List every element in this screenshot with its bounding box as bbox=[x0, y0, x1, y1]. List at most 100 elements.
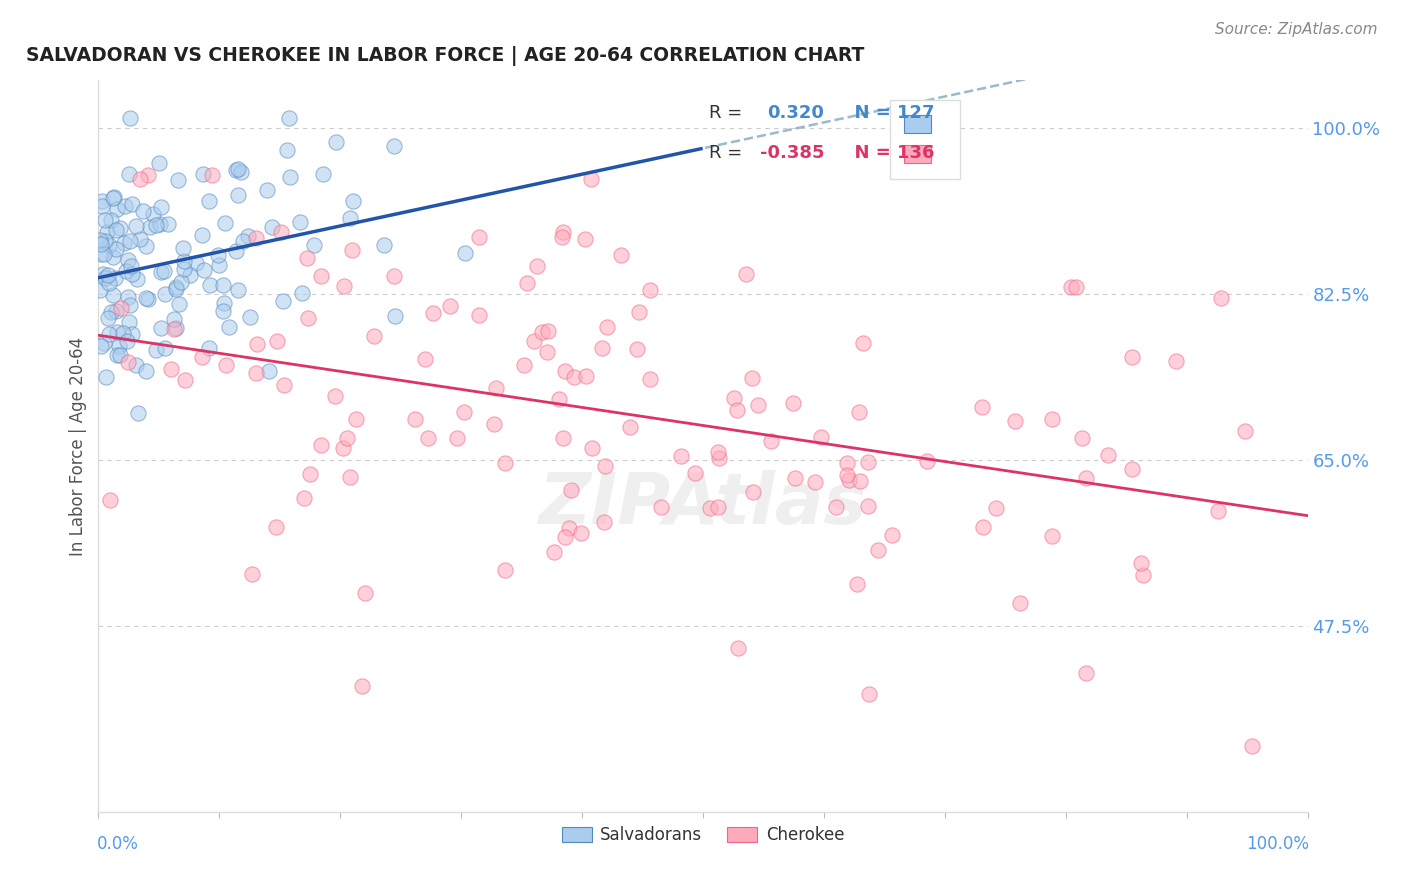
Point bbox=[494, 456, 516, 470]
Point bbox=[415, 352, 437, 367]
Point bbox=[709, 451, 731, 466]
Point bbox=[90, 247, 112, 261]
Point bbox=[1060, 280, 1083, 294]
Point bbox=[129, 232, 152, 246]
Point bbox=[292, 491, 315, 505]
Point bbox=[309, 438, 332, 452]
Point bbox=[97, 327, 120, 342]
Point bbox=[332, 441, 354, 455]
Point bbox=[1074, 666, 1097, 681]
Point bbox=[596, 320, 619, 334]
Text: Source: ZipAtlas.com: Source: ZipAtlas.com bbox=[1215, 22, 1378, 37]
Point bbox=[551, 230, 574, 244]
Point bbox=[638, 372, 661, 386]
Point bbox=[270, 225, 292, 239]
Point bbox=[256, 183, 278, 197]
Point bbox=[117, 334, 139, 349]
Point bbox=[536, 345, 558, 359]
Point bbox=[323, 389, 346, 403]
Point bbox=[104, 222, 127, 236]
Point bbox=[1004, 414, 1026, 428]
Point bbox=[135, 363, 157, 377]
Point bbox=[198, 277, 221, 292]
Point bbox=[810, 430, 832, 444]
Point bbox=[278, 169, 301, 184]
Point bbox=[103, 190, 125, 204]
Point bbox=[336, 431, 359, 445]
Point bbox=[127, 406, 149, 420]
Point bbox=[325, 135, 347, 149]
Point bbox=[1129, 556, 1152, 570]
Point bbox=[1121, 462, 1143, 476]
Point bbox=[782, 395, 804, 409]
Point bbox=[103, 191, 125, 205]
Point bbox=[117, 252, 139, 267]
Point bbox=[1074, 471, 1097, 485]
Point bbox=[727, 641, 749, 656]
Point bbox=[591, 342, 613, 356]
Point bbox=[121, 197, 143, 211]
Point bbox=[117, 290, 139, 304]
Point bbox=[363, 328, 385, 343]
Point bbox=[201, 168, 224, 182]
Point bbox=[485, 381, 508, 395]
Point bbox=[98, 277, 121, 291]
Point bbox=[382, 139, 405, 153]
Point bbox=[208, 258, 231, 272]
Point bbox=[291, 286, 314, 301]
Text: -0.385: -0.385 bbox=[759, 145, 824, 162]
Point bbox=[166, 173, 188, 187]
Point bbox=[125, 219, 148, 233]
Text: N = 136: N = 136 bbox=[842, 145, 935, 162]
Point bbox=[526, 259, 548, 273]
Point bbox=[1121, 351, 1143, 365]
Point bbox=[121, 327, 143, 342]
Point bbox=[89, 283, 111, 297]
Point bbox=[619, 420, 641, 434]
Point bbox=[513, 358, 536, 372]
Point bbox=[858, 687, 880, 701]
Point bbox=[100, 212, 122, 227]
Point bbox=[626, 343, 648, 357]
Point bbox=[118, 315, 141, 329]
Text: R =: R = bbox=[709, 145, 748, 162]
Point bbox=[148, 218, 170, 232]
Point bbox=[558, 520, 581, 534]
Point bbox=[165, 282, 187, 296]
Point bbox=[699, 501, 721, 516]
Point bbox=[179, 268, 201, 282]
Point bbox=[1209, 291, 1232, 305]
Point bbox=[342, 194, 364, 208]
Point bbox=[226, 162, 249, 177]
Point bbox=[835, 468, 858, 483]
Point bbox=[135, 291, 157, 305]
Point bbox=[516, 277, 538, 291]
Point bbox=[98, 238, 121, 252]
Point bbox=[382, 268, 405, 283]
Point bbox=[225, 163, 247, 178]
Point bbox=[111, 326, 134, 341]
Point bbox=[288, 215, 311, 229]
Point bbox=[309, 268, 332, 283]
Text: 0.320: 0.320 bbox=[768, 104, 824, 122]
Point bbox=[150, 265, 173, 279]
Point bbox=[384, 310, 406, 324]
Point bbox=[852, 335, 875, 350]
Text: SALVADORAN VS CHEROKEE IN LABOR FORCE | AGE 20-64 CORRELATION CHART: SALVADORAN VS CHEROKEE IN LABOR FORCE | … bbox=[25, 45, 865, 66]
Point bbox=[1070, 431, 1092, 445]
Point bbox=[638, 283, 661, 297]
Point bbox=[848, 405, 870, 419]
Point bbox=[610, 247, 633, 261]
Point bbox=[198, 194, 221, 208]
Point bbox=[984, 500, 1007, 515]
Point bbox=[118, 112, 141, 126]
Point bbox=[825, 500, 848, 515]
Point bbox=[214, 216, 236, 230]
Point bbox=[98, 492, 121, 507]
Point bbox=[354, 585, 377, 599]
Point bbox=[439, 299, 461, 313]
Point bbox=[581, 441, 603, 455]
Point bbox=[271, 293, 294, 308]
Point bbox=[215, 358, 238, 372]
Point bbox=[132, 203, 155, 218]
